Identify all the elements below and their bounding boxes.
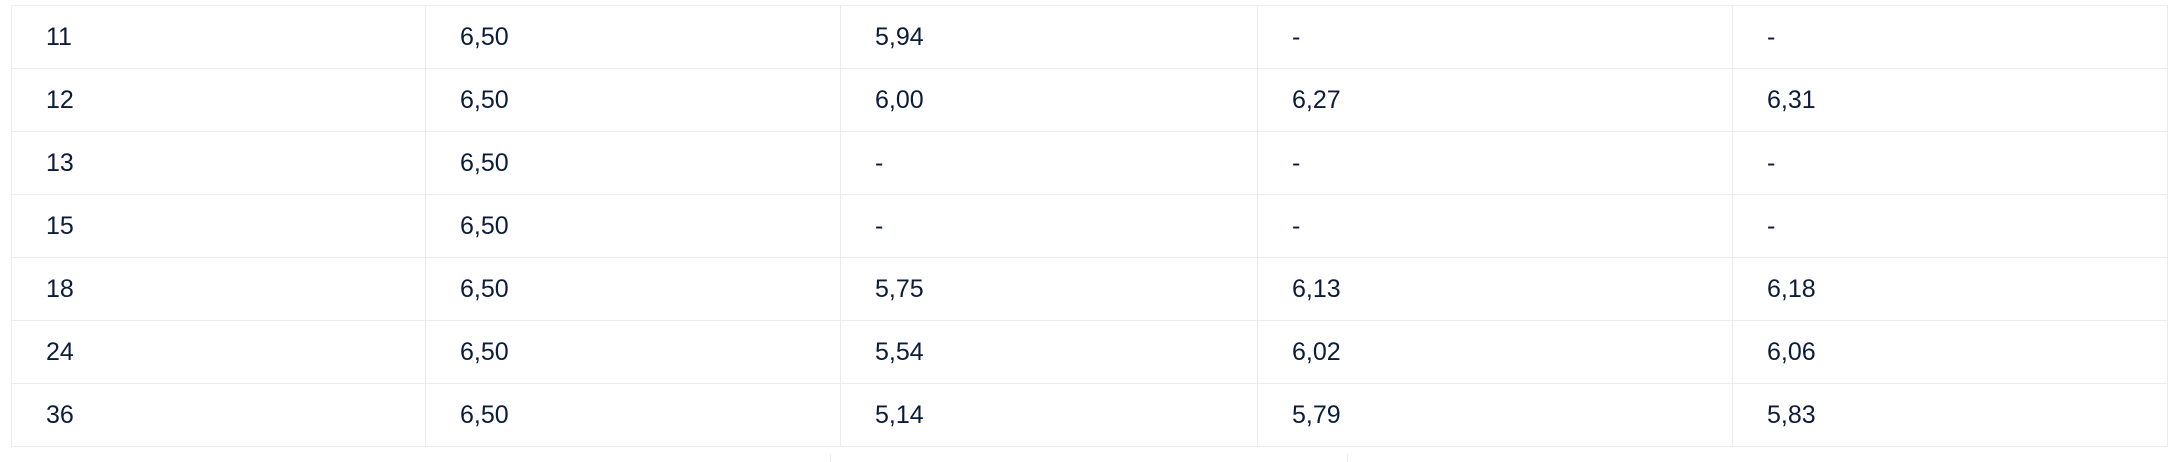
table-row: 15 6,50- - - bbox=[11, 194, 2168, 258]
value-cell: 6,31 bbox=[1732, 68, 2168, 132]
value-cell: 6,50 bbox=[425, 320, 841, 384]
term-cell: 11 bbox=[11, 5, 426, 69]
value-cell: - bbox=[840, 194, 1258, 258]
table-row: 12 6,50 6,00 6,27 6,31 bbox=[11, 68, 2168, 132]
value-cell: - bbox=[1732, 5, 2168, 69]
term-cell: 13 bbox=[11, 131, 426, 195]
value-cell: 5,75 bbox=[840, 257, 1258, 321]
value-cell: 6,50 bbox=[425, 257, 841, 321]
value-cell: 6,50 bbox=[425, 194, 841, 258]
value-cell: 6,02 bbox=[1257, 320, 1733, 384]
value-cell: 6,27 bbox=[1257, 68, 1733, 132]
value-cell: 6,50 bbox=[425, 383, 841, 447]
term-cell: 12 bbox=[11, 68, 426, 132]
term-cell: 18 bbox=[11, 257, 426, 321]
value-cell: - bbox=[840, 131, 1258, 195]
value-cell: - bbox=[1732, 194, 2168, 258]
value-cell: - bbox=[1257, 194, 1733, 258]
divider bbox=[830, 454, 831, 462]
value-cell: 6,50 bbox=[425, 131, 841, 195]
value-cell: 5,14 bbox=[840, 383, 1258, 447]
value-cell: - bbox=[1257, 5, 1733, 69]
table-row: 36 6,50 5,14 5,79 5,83 bbox=[11, 383, 2168, 447]
rates-table: 11 6,50 5,94- -12 6,50 6,00 6,27 6,31 13 6,50- - -1… bbox=[11, 5, 2168, 447]
value-cell: 5,83 bbox=[1732, 383, 2168, 447]
value-cell: - bbox=[1257, 131, 1733, 195]
divider bbox=[1347, 454, 1348, 462]
value-cell: - bbox=[1732, 131, 2168, 195]
value-cell: 6,50 bbox=[425, 68, 841, 132]
value-cell: 5,79 bbox=[1257, 383, 1733, 447]
value-cell: 5,94 bbox=[840, 5, 1258, 69]
table-row: 11 6,50 5,94- - bbox=[11, 5, 2168, 69]
value-cell: 6,06 bbox=[1732, 320, 2168, 384]
table-row: 18 6,50 5,75 6,13 6,18 bbox=[11, 257, 2168, 321]
value-cell: 6,13 bbox=[1257, 257, 1733, 321]
term-cell: 36 bbox=[11, 383, 426, 447]
term-cell: 24 bbox=[11, 320, 426, 384]
value-cell: 6,00 bbox=[840, 68, 1258, 132]
value-cell: 6,50 bbox=[425, 5, 841, 69]
term-cell: 15 bbox=[11, 194, 426, 258]
value-cell: 6,18 bbox=[1732, 257, 2168, 321]
value-cell: 5,54 bbox=[840, 320, 1258, 384]
table-row: 24 6,50 5,54 6,02 6,06 bbox=[11, 320, 2168, 384]
table-row: 13 6,50- - - bbox=[11, 131, 2168, 195]
